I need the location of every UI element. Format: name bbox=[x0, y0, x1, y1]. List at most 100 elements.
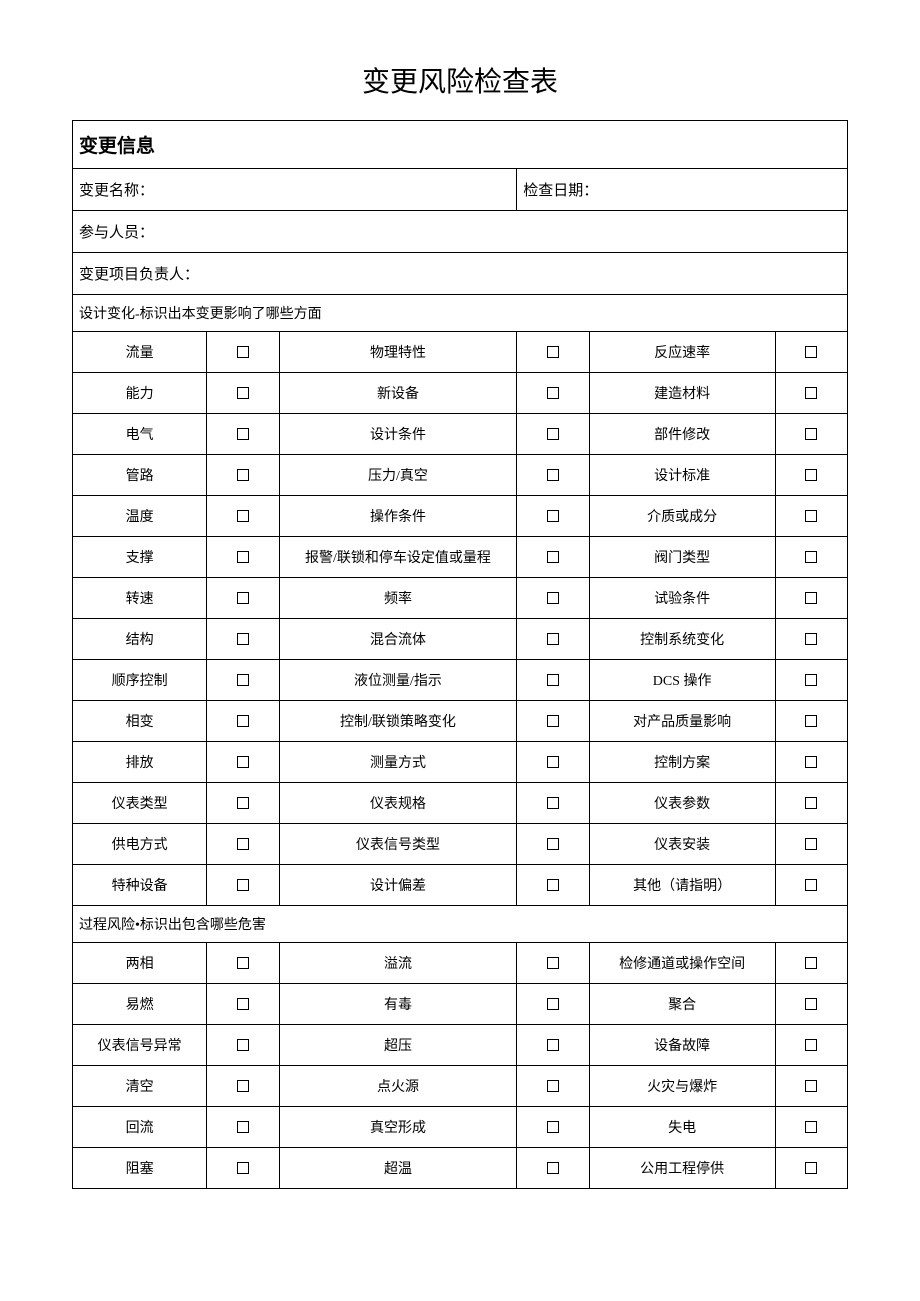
design-checkbox-cell[interactable] bbox=[517, 783, 589, 824]
design-checkbox-cell[interactable] bbox=[517, 537, 589, 578]
process-checkbox-cell[interactable] bbox=[517, 1148, 589, 1189]
design-checkbox-cell[interactable] bbox=[775, 414, 847, 455]
check-date-field[interactable]: 检查日期： bbox=[517, 169, 848, 211]
checkbox-icon[interactable] bbox=[805, 957, 817, 969]
checkbox-icon[interactable] bbox=[805, 1080, 817, 1092]
process-checkbox-cell[interactable] bbox=[775, 943, 847, 984]
checkbox-icon[interactable] bbox=[237, 674, 249, 686]
checkbox-icon[interactable] bbox=[237, 387, 249, 399]
checkbox-icon[interactable] bbox=[237, 551, 249, 563]
checkbox-icon[interactable] bbox=[547, 346, 559, 358]
checkbox-icon[interactable] bbox=[237, 957, 249, 969]
checkbox-icon[interactable] bbox=[547, 510, 559, 522]
checkbox-icon[interactable] bbox=[547, 551, 559, 563]
design-checkbox-cell[interactable] bbox=[207, 619, 279, 660]
process-checkbox-cell[interactable] bbox=[517, 1066, 589, 1107]
checkbox-icon[interactable] bbox=[237, 633, 249, 645]
design-checkbox-cell[interactable] bbox=[207, 660, 279, 701]
checkbox-icon[interactable] bbox=[237, 879, 249, 891]
checkbox-icon[interactable] bbox=[547, 838, 559, 850]
checkbox-icon[interactable] bbox=[237, 1039, 249, 1051]
process-checkbox-cell[interactable] bbox=[775, 1025, 847, 1066]
process-checkbox-cell[interactable] bbox=[775, 1107, 847, 1148]
checkbox-icon[interactable] bbox=[547, 797, 559, 809]
design-checkbox-cell[interactable] bbox=[517, 373, 589, 414]
design-checkbox-cell[interactable] bbox=[207, 701, 279, 742]
design-checkbox-cell[interactable] bbox=[775, 742, 847, 783]
design-checkbox-cell[interactable] bbox=[517, 455, 589, 496]
design-checkbox-cell[interactable] bbox=[207, 865, 279, 906]
process-checkbox-cell[interactable] bbox=[517, 984, 589, 1025]
design-checkbox-cell[interactable] bbox=[775, 701, 847, 742]
design-checkbox-cell[interactable] bbox=[207, 783, 279, 824]
design-checkbox-cell[interactable] bbox=[517, 865, 589, 906]
checkbox-icon[interactable] bbox=[547, 756, 559, 768]
design-checkbox-cell[interactable] bbox=[517, 332, 589, 373]
design-checkbox-cell[interactable] bbox=[775, 373, 847, 414]
checkbox-icon[interactable] bbox=[547, 957, 559, 969]
checkbox-icon[interactable] bbox=[237, 756, 249, 768]
process-checkbox-cell[interactable] bbox=[517, 1025, 589, 1066]
design-checkbox-cell[interactable] bbox=[517, 701, 589, 742]
design-checkbox-cell[interactable] bbox=[517, 578, 589, 619]
design-checkbox-cell[interactable] bbox=[207, 578, 279, 619]
design-checkbox-cell[interactable] bbox=[517, 496, 589, 537]
checkbox-icon[interactable] bbox=[805, 674, 817, 686]
process-checkbox-cell[interactable] bbox=[775, 1066, 847, 1107]
checkbox-icon[interactable] bbox=[805, 998, 817, 1010]
design-checkbox-cell[interactable] bbox=[207, 332, 279, 373]
checkbox-icon[interactable] bbox=[547, 1039, 559, 1051]
checkbox-icon[interactable] bbox=[547, 387, 559, 399]
checkbox-icon[interactable] bbox=[805, 551, 817, 563]
change-name-field[interactable]: 变更名称： bbox=[73, 169, 517, 211]
participants-field[interactable]: 参与人员： bbox=[73, 211, 848, 253]
design-checkbox-cell[interactable] bbox=[517, 660, 589, 701]
design-checkbox-cell[interactable] bbox=[775, 619, 847, 660]
checkbox-icon[interactable] bbox=[237, 510, 249, 522]
checkbox-icon[interactable] bbox=[237, 1121, 249, 1133]
design-checkbox-cell[interactable] bbox=[207, 496, 279, 537]
checkbox-icon[interactable] bbox=[805, 1121, 817, 1133]
design-checkbox-cell[interactable] bbox=[207, 455, 279, 496]
checkbox-icon[interactable] bbox=[547, 428, 559, 440]
checkbox-icon[interactable] bbox=[547, 715, 559, 727]
checkbox-icon[interactable] bbox=[805, 838, 817, 850]
checkbox-icon[interactable] bbox=[547, 633, 559, 645]
process-checkbox-cell[interactable] bbox=[517, 1107, 589, 1148]
checkbox-icon[interactable] bbox=[805, 756, 817, 768]
design-checkbox-cell[interactable] bbox=[775, 660, 847, 701]
design-checkbox-cell[interactable] bbox=[517, 742, 589, 783]
checkbox-icon[interactable] bbox=[547, 1162, 559, 1174]
checkbox-icon[interactable] bbox=[805, 633, 817, 645]
checkbox-icon[interactable] bbox=[805, 469, 817, 481]
checkbox-icon[interactable] bbox=[237, 469, 249, 481]
process-checkbox-cell[interactable] bbox=[775, 984, 847, 1025]
checkbox-icon[interactable] bbox=[547, 592, 559, 604]
checkbox-icon[interactable] bbox=[237, 715, 249, 727]
checkbox-icon[interactable] bbox=[547, 1080, 559, 1092]
design-checkbox-cell[interactable] bbox=[207, 742, 279, 783]
design-checkbox-cell[interactable] bbox=[775, 332, 847, 373]
design-checkbox-cell[interactable] bbox=[207, 373, 279, 414]
design-checkbox-cell[interactable] bbox=[775, 455, 847, 496]
process-checkbox-cell[interactable] bbox=[207, 984, 279, 1025]
checkbox-icon[interactable] bbox=[237, 797, 249, 809]
process-checkbox-cell[interactable] bbox=[207, 943, 279, 984]
checkbox-icon[interactable] bbox=[805, 879, 817, 891]
checkbox-icon[interactable] bbox=[237, 428, 249, 440]
design-checkbox-cell[interactable] bbox=[775, 783, 847, 824]
process-checkbox-cell[interactable] bbox=[207, 1025, 279, 1066]
design-checkbox-cell[interactable] bbox=[775, 537, 847, 578]
checkbox-icon[interactable] bbox=[805, 797, 817, 809]
checkbox-icon[interactable] bbox=[237, 998, 249, 1010]
design-checkbox-cell[interactable] bbox=[775, 496, 847, 537]
checkbox-icon[interactable] bbox=[805, 346, 817, 358]
process-checkbox-cell[interactable] bbox=[207, 1107, 279, 1148]
checkbox-icon[interactable] bbox=[805, 1162, 817, 1174]
design-checkbox-cell[interactable] bbox=[775, 865, 847, 906]
checkbox-icon[interactable] bbox=[547, 1121, 559, 1133]
design-checkbox-cell[interactable] bbox=[517, 414, 589, 455]
responsible-field[interactable]: 变更项目负责人： bbox=[73, 253, 848, 295]
design-checkbox-cell[interactable] bbox=[207, 824, 279, 865]
checkbox-icon[interactable] bbox=[237, 592, 249, 604]
